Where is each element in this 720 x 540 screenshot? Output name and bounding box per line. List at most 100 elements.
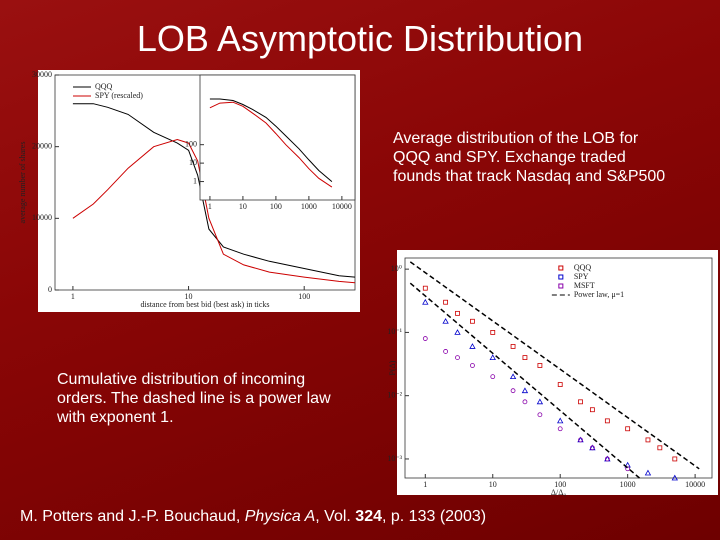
series-line	[209, 98, 333, 182]
point	[470, 363, 475, 368]
x-axis-label: distance from best bid (best ask) in tic…	[140, 300, 269, 309]
point	[522, 399, 528, 405]
point	[645, 437, 651, 443]
caption-line: Average distribution of the LOB for	[393, 130, 639, 147]
y-axis-label: P(Δ)	[388, 360, 397, 375]
point	[489, 354, 496, 360]
legend-label: SPY	[574, 272, 589, 281]
series-line	[72, 103, 356, 278]
citation-vol: , Vol.	[315, 508, 356, 525]
point	[589, 407, 595, 413]
caption-line: founds that track Nasdaq and S&P500	[393, 168, 666, 185]
point	[422, 298, 429, 305]
point	[672, 456, 678, 462]
x-tick-label: 1000	[301, 202, 317, 211]
x-tick-label: 100	[270, 202, 282, 211]
legend-marker	[558, 265, 564, 271]
y-tick-label: 30000	[32, 70, 52, 79]
point	[490, 374, 496, 380]
x-tick-label: 10000	[685, 480, 705, 489]
x-tick-label: 1	[71, 292, 75, 301]
point	[604, 418, 610, 424]
point	[557, 382, 563, 387]
caption-line: with exponent 1.	[57, 409, 174, 426]
point	[589, 445, 595, 451]
point	[454, 329, 461, 335]
x-tick-label: 10	[185, 292, 193, 301]
point	[536, 398, 544, 405]
point	[578, 399, 583, 405]
point	[644, 469, 652, 476]
x-tick-label: 1000	[620, 480, 636, 489]
point	[557, 426, 563, 432]
point	[537, 412, 543, 418]
point	[537, 363, 543, 368]
y-tick-label: 10⁻¹	[387, 327, 402, 336]
legend-marker	[558, 274, 564, 280]
legend-label: QQQ	[95, 82, 113, 91]
point	[455, 310, 460, 316]
y-tick-label: 10	[189, 158, 197, 167]
point	[443, 349, 449, 354]
citation-rest: , p. 133 (2003)	[382, 508, 487, 525]
legend-label: MSFT	[574, 281, 595, 290]
point	[578, 437, 583, 443]
slide-title: LOB Asymptotic Distribution	[136, 18, 584, 59]
citation-volume: 324	[355, 508, 382, 525]
y-tick-label: 10⁻²	[387, 391, 402, 400]
citation-journal: Physica A	[244, 508, 316, 525]
point	[455, 355, 460, 360]
point	[443, 299, 449, 305]
legend-label: SPY (rescaled)	[95, 91, 143, 100]
point	[509, 373, 517, 380]
point	[521, 387, 529, 394]
caption-line: QQQ and SPY. Exchange traded	[393, 149, 626, 166]
x-tick-label: 10	[239, 202, 247, 211]
x-tick-label: 100	[554, 480, 566, 489]
x-tick-label: 1	[208, 202, 212, 211]
y-tick-label: 10000	[32, 213, 52, 222]
point	[469, 343, 476, 349]
y-tick-label: 100	[185, 140, 197, 149]
caption-right: Average distribution of the LOB for QQQ …	[393, 129, 665, 186]
point	[557, 417, 564, 424]
point	[490, 330, 496, 335]
caption-left: Cumulative distribution of incoming orde…	[57, 370, 331, 427]
point	[671, 474, 678, 481]
x-tick-label: 1	[423, 480, 427, 489]
x-axis-label: Δ/Δ₀	[551, 488, 567, 497]
series-line	[209, 101, 333, 188]
y-tick-label: 10⁻³	[387, 454, 402, 463]
legend-label: Power law, μ=1	[574, 290, 624, 299]
point	[657, 445, 663, 451]
point	[604, 456, 610, 462]
point	[625, 426, 631, 432]
x-tick-label: 10	[489, 480, 497, 489]
plot-frame	[404, 257, 713, 479]
series-line	[72, 138, 356, 284]
point	[442, 317, 449, 324]
caption-line: orders. The dashed line is a power law	[57, 390, 331, 407]
x-tick-label: 100	[298, 292, 310, 301]
point	[510, 388, 516, 394]
point	[422, 336, 428, 341]
point	[470, 318, 475, 324]
point	[510, 344, 516, 349]
y-tick-label: 1	[193, 176, 197, 185]
point	[422, 285, 428, 291]
citation: M. Potters and J.-P. Bouchaud, Physica A…	[20, 508, 486, 526]
y-tick-label: 10⁰	[391, 264, 402, 273]
legend-marker	[558, 283, 564, 289]
y-tick-label: 20000	[32, 141, 52, 150]
x-tick-label: 10000	[332, 202, 352, 211]
point	[625, 466, 631, 472]
y-axis-label: average number of shares	[18, 142, 27, 224]
point	[522, 355, 528, 360]
series-line	[409, 261, 700, 479]
caption-line: Cumulative distribution of incoming	[57, 371, 306, 388]
citation-authors: M. Potters and J.-P. Bouchaud,	[20, 508, 245, 525]
y-tick-label: 0	[48, 285, 52, 294]
legend-label: QQQ	[574, 263, 592, 272]
